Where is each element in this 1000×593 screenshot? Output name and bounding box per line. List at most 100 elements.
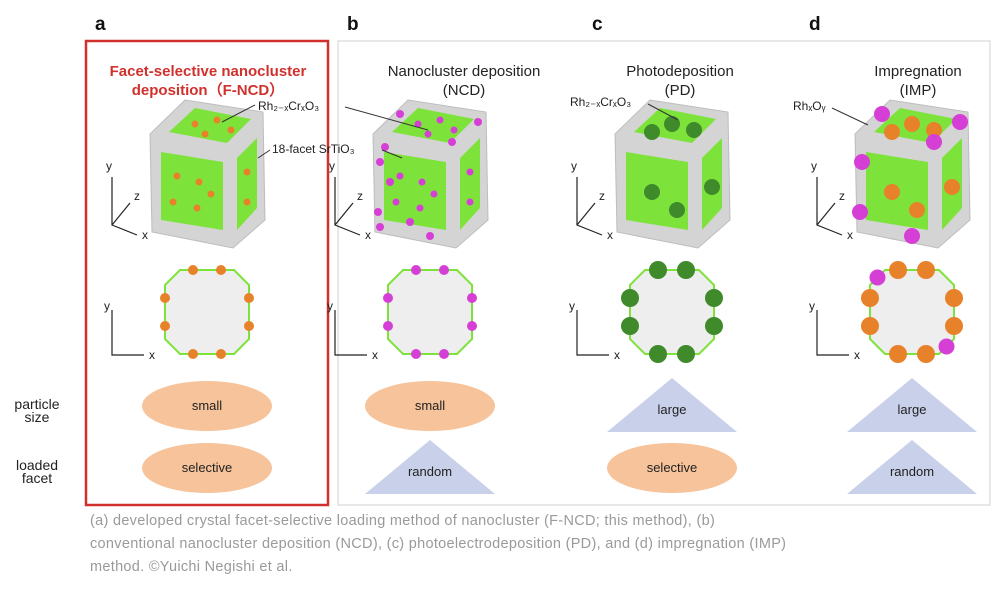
label-rhoy: RhₓOᵧ	[793, 99, 826, 113]
nanoparticle	[677, 345, 695, 363]
nanoparticle	[424, 130, 432, 138]
axis-label-x: x	[614, 348, 620, 362]
panel-letter-d: d	[809, 14, 821, 35]
axis-label-y: y	[809, 299, 815, 313]
title-line: (PD)	[664, 82, 696, 99]
nanoparticle	[852, 204, 868, 220]
property-loaded-facet: selective	[646, 460, 698, 475]
panel-b: y x z y x	[327, 99, 495, 494]
nanoparticle	[169, 198, 177, 206]
nanoparticle	[396, 172, 404, 180]
leader-line-rhcr-a	[221, 104, 256, 123]
caption-line: method. ©Yuichi Negishi et al.	[90, 559, 293, 575]
nanoparticle	[677, 261, 695, 279]
nanoparticle	[909, 202, 925, 218]
nanoparticle	[869, 269, 886, 286]
nanoparticle	[945, 317, 963, 335]
label-rhcr-ncd: Rh₂₋ₓCrₓO₃	[258, 99, 320, 113]
nanoparticle	[416, 204, 424, 212]
nanoparticle	[383, 321, 393, 331]
leader-line-rhcr-c	[647, 103, 679, 121]
nanoparticle	[207, 190, 215, 198]
nanoparticle	[649, 261, 667, 279]
nanoparticle	[201, 130, 209, 138]
nanoparticle	[383, 293, 393, 303]
nanoparticle	[411, 349, 421, 359]
axis-3d-icon	[111, 177, 138, 236]
property-particle-size: large	[897, 402, 927, 417]
nanoparticle	[193, 204, 201, 212]
property-ellipse	[607, 443, 737, 493]
property-loaded-facet: random	[889, 464, 935, 479]
nanoparticle	[191, 120, 199, 128]
panel-letter-c: c	[592, 14, 603, 35]
title-line: (NCD)	[442, 82, 486, 99]
front-facet	[161, 152, 223, 230]
nanoparticle	[406, 218, 414, 226]
axis-label-y: y	[329, 159, 335, 173]
leader-line-srtio3-a	[257, 149, 271, 159]
nanoparticle	[649, 345, 667, 363]
nanoparticle	[644, 124, 660, 140]
property-triangle	[847, 440, 977, 494]
nanoparticle	[243, 198, 251, 206]
nanoparticle	[474, 118, 482, 126]
nanoparticle	[227, 126, 235, 134]
nanoparticle	[374, 208, 382, 216]
axis-label-x: x	[365, 228, 371, 242]
nanoparticle	[904, 116, 920, 132]
nanoparticle	[884, 124, 900, 140]
nanoparticle	[448, 138, 456, 146]
nanoparticle	[450, 126, 458, 134]
axis-label-z: z	[599, 189, 605, 203]
axis-label-x: x	[847, 228, 853, 242]
top-facet	[169, 108, 251, 143]
leader-line-rhcr-b	[344, 106, 429, 131]
nanoparticle	[216, 349, 226, 359]
panel-letter-a: a	[95, 14, 106, 35]
nanoparticle	[664, 116, 680, 132]
nanoparticle	[436, 116, 444, 124]
axis-3d-icon	[816, 177, 843, 236]
property-triangle	[365, 440, 495, 494]
leader-line-rhoy-d	[831, 107, 869, 126]
axis-2d-icon	[334, 310, 367, 356]
panel-c: y x z y x	[569, 99, 737, 493]
side-facet	[460, 138, 480, 230]
nanoparticle	[244, 293, 254, 303]
nanoparticle	[396, 110, 404, 118]
nanoparticle	[376, 223, 384, 231]
nanoparticle	[854, 154, 870, 170]
nanoparticle	[213, 116, 221, 124]
property-particle-size: large	[657, 402, 687, 417]
nanoparticle	[418, 178, 426, 186]
nanoparticle	[426, 232, 434, 240]
property-particle-size: small	[414, 398, 446, 413]
panel-title-d: Impregnation (IMP)	[798, 62, 1000, 100]
nanoparticle	[704, 179, 720, 195]
nanoparticle	[386, 178, 394, 186]
nanoparticle	[621, 289, 639, 307]
label-rhcr-pd: Rh₂₋ₓCrₓO₃	[570, 95, 632, 109]
property-particle-size: small	[191, 398, 223, 413]
property-loaded-facet: random	[407, 464, 453, 479]
crystal-cross-section	[164, 269, 250, 355]
nanoparticle	[195, 178, 203, 186]
axis-2d-icon	[111, 310, 144, 356]
axis-3d-icon	[576, 177, 603, 236]
nanoparticle	[917, 345, 935, 363]
axis-label-x: x	[607, 228, 613, 242]
nanoparticle	[917, 261, 935, 279]
axis-label-y: y	[106, 159, 112, 173]
leader-line-srtio3-b	[381, 149, 403, 159]
nanoparticle	[926, 122, 942, 138]
nanoparticle	[466, 168, 474, 176]
axis-label-x: x	[372, 348, 378, 362]
nanoparticle	[243, 168, 251, 176]
property-loaded-facet: selective	[181, 460, 233, 475]
nanoparticle	[467, 293, 477, 303]
nanoparticle	[467, 321, 477, 331]
nanoparticle	[938, 338, 955, 355]
nanoparticle	[686, 122, 702, 138]
